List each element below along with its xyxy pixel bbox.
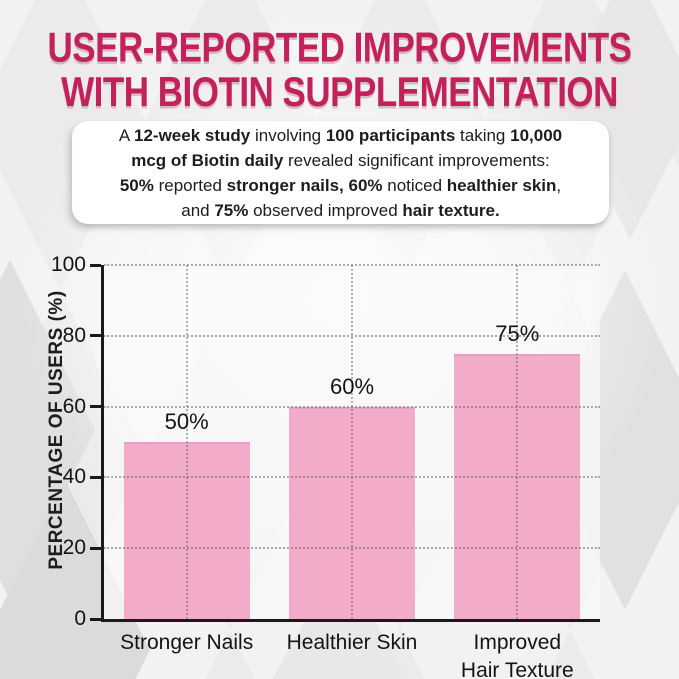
- y-tick-label-80: 80: [62, 323, 86, 347]
- x-category-label-2: Healthier Skin: [286, 631, 418, 654]
- study-summary-line-1: A 12-week study involving 100 participan…: [119, 123, 562, 148]
- page-title-line2: WITH BIOTIN SUPPLEMENTATION: [61, 69, 618, 116]
- summary-bold-segment: 75%: [214, 200, 249, 220]
- summary-text-segment: A: [118, 125, 134, 145]
- summary-text-segment: noticed: [382, 175, 447, 195]
- summary-bold-segment: 50%: [119, 175, 154, 195]
- bar-value-label-3: 75%: [495, 320, 540, 346]
- summary-bold-segment: 10,000: [510, 125, 563, 145]
- x-gridline-3: [516, 265, 519, 619]
- study-summary-line-3: 50% reported stronger nails, 60% noticed…: [119, 173, 562, 198]
- summary-bold-segment: 12-week study: [134, 125, 251, 145]
- y-axis-line: [101, 265, 104, 622]
- y-tick-label-0: 0: [74, 607, 86, 630]
- summary-text-segment: revealed significant improvements:: [283, 150, 550, 170]
- bar-value-label-1: 50%: [164, 409, 209, 434]
- study-summary-card: A 12-week study involving 100 participan…: [72, 121, 609, 224]
- summary-bold-segment: healthier skin: [446, 175, 557, 195]
- summary-bold-segment: hair texture.: [402, 200, 500, 220]
- x-category-label-1: Stronger Nails: [120, 631, 254, 654]
- study-summary-line-2: mcg of Biotin daily revealed significant…: [119, 148, 562, 173]
- y-tick-mark-40: [90, 475, 101, 479]
- x-category-label-3: Improved Hair Texture: [460, 631, 574, 679]
- y-tick-label-20: 20: [62, 536, 86, 560]
- page-title: USER-REPORTED IMPROVEMENTS WITH BIOTIN S…: [0, 24, 679, 116]
- summary-text-segment: and: [181, 200, 215, 220]
- y-tick-mark-100: [90, 263, 101, 267]
- y-tick-mark-80: [90, 334, 101, 338]
- x-gridline-2: [351, 265, 353, 619]
- summary-text-segment: ,: [556, 175, 562, 195]
- y-tick-mark-20: [90, 546, 101, 550]
- page-title-line1: USER-REPORTED IMPROVEMENTS: [47, 24, 633, 71]
- summary-bold-segment: mcg of Biotin daily: [131, 150, 284, 170]
- study-summary-line-4: and 75% observed improved hair texture.: [119, 198, 562, 223]
- plot-area: 0 20 40 60 80 100 50% Stronger Nails 60% Healthie…: [51, 253, 600, 679]
- x-gridline-1: [185, 265, 188, 619]
- summary-text-segment: involving: [250, 125, 326, 145]
- summary-text-segment: observed improved: [248, 200, 403, 220]
- bar-value-label-2: 60%: [329, 373, 375, 399]
- y-tick-label-40: 40: [62, 465, 86, 489]
- summary-bold-segment: stronger nails, 60%: [226, 175, 383, 195]
- y-tick-mark-60: [90, 405, 101, 409]
- y-tick-label-60: 60: [62, 394, 86, 418]
- summary-text-segment: taking: [455, 125, 511, 145]
- y-tick-mark-0: [90, 617, 101, 621]
- x-axis-line: [101, 619, 600, 622]
- summary-text-segment: reported: [153, 175, 227, 195]
- summary-bold-segment: 100 participants: [325, 125, 456, 145]
- study-summary-text: A 12-week study involving 100 participan…: [119, 123, 562, 223]
- y-tick-label-100: 100: [50, 253, 86, 276]
